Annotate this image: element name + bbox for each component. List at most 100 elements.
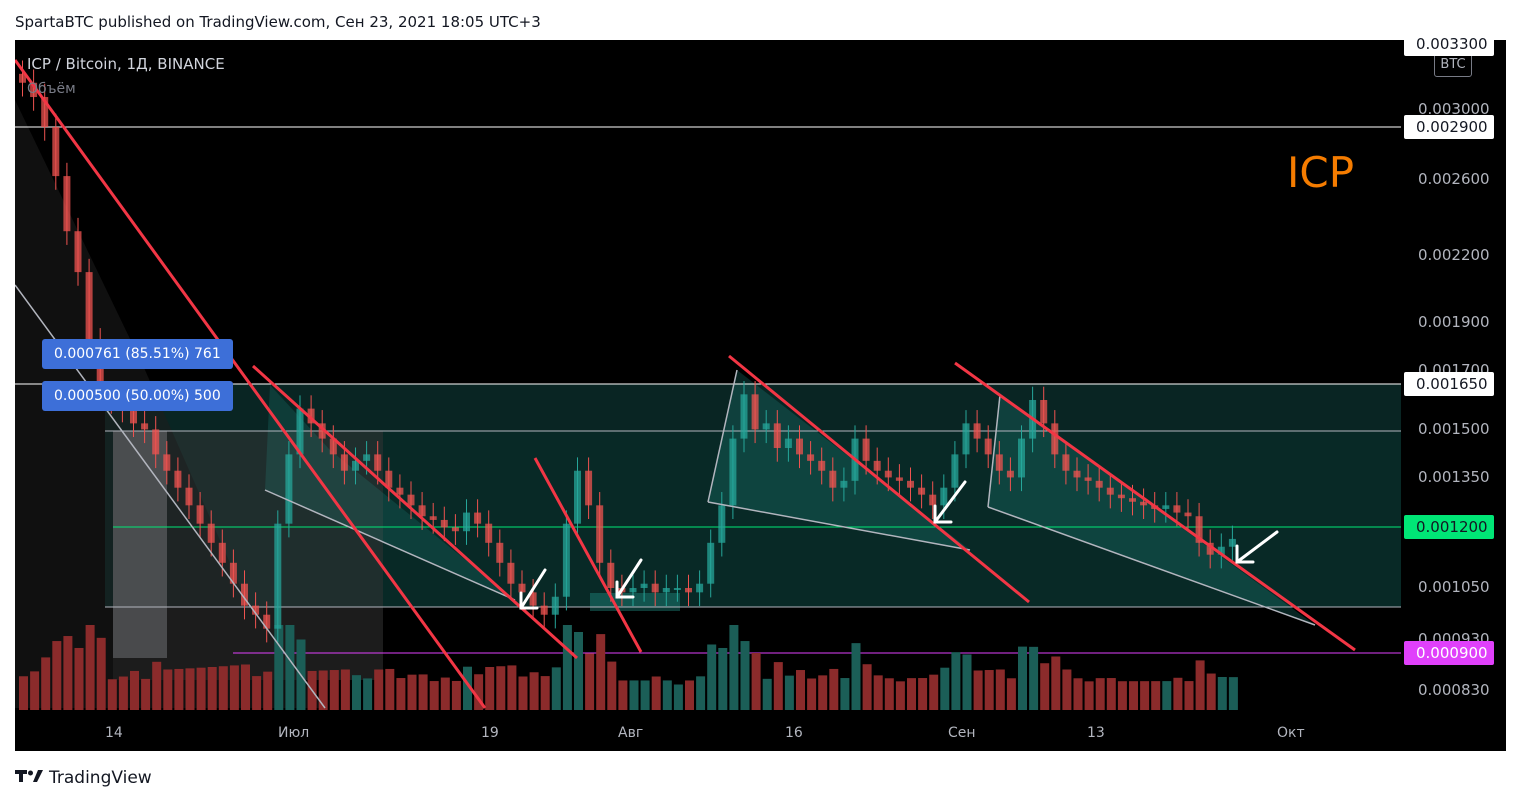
trendline-main[interactable]: [15, 59, 487, 709]
date-label: 14: [105, 725, 123, 741]
candle-body: [829, 470, 837, 488]
volume-bar: [218, 666, 228, 710]
candle-body: [962, 423, 970, 455]
volume-bar: [85, 625, 95, 710]
volume-bar: [318, 670, 328, 710]
candle-body: [529, 592, 537, 606]
trendline-aug[interactable]: [728, 354, 1030, 604]
volume-bar: [929, 674, 939, 710]
currency-badge[interactable]: BTC: [1434, 53, 1472, 77]
candle-body: [518, 583, 526, 593]
candle-body: [352, 460, 359, 471]
volume-bar: [1084, 681, 1094, 710]
volume-bar: [485, 667, 495, 710]
candle-body: [263, 614, 271, 629]
volume-bar: [1217, 677, 1227, 710]
volume-bar: [141, 678, 151, 710]
price-label: 0.001050: [1418, 578, 1490, 596]
descending-wedge-1: [15, 100, 325, 708]
candle-body: [840, 480, 848, 488]
volume-bar: [807, 678, 817, 710]
volume-bar: [862, 664, 872, 710]
volume-bar: [1040, 663, 1050, 710]
volume-bar: [229, 665, 239, 710]
volume-bar: [285, 625, 295, 710]
candle-body: [340, 454, 348, 471]
candle-body: [285, 454, 293, 524]
date-label: Сен: [948, 725, 976, 741]
volume-bar: [629, 680, 639, 710]
candle-body: [607, 562, 615, 589]
trendline-sep[interactable]: [954, 361, 1356, 652]
volume-bar: [973, 670, 983, 710]
volume-bars: [19, 625, 1238, 710]
volume-bar: [1151, 681, 1161, 710]
volume-bar: [673, 684, 683, 710]
chart-canvas[interactable]: [15, 40, 1506, 751]
volume-bar: [851, 643, 861, 710]
volume-bar: [118, 676, 128, 710]
volume-bar: [551, 667, 561, 710]
trendline-jul-short[interactable]: [533, 457, 643, 653]
candle-body: [318, 423, 326, 439]
volume-bar: [762, 678, 772, 710]
volume-bar: [962, 654, 972, 710]
candle-body: [1040, 400, 1048, 424]
volume-bar: [873, 675, 883, 710]
volume-bar: [696, 676, 706, 710]
volume-bar: [1173, 677, 1183, 710]
volume-label[interactable]: Объём: [27, 81, 76, 97]
candle-body: [274, 523, 282, 629]
volume-bar: [74, 647, 84, 710]
volume-bar: [1129, 681, 1138, 710]
published-text: SpartaBTC published on TradingView.com, …: [15, 13, 541, 31]
price-tag-0012: 0.001200: [1404, 515, 1494, 539]
volume-bar: [1184, 681, 1194, 710]
chart-area[interactable]: ICP / Bitcoin, 1Д, BINANCE Объём BTC ICP…: [15, 32, 1506, 751]
candle-body: [673, 588, 681, 591]
volume-bar: [818, 675, 828, 710]
fib-badge-upper[interactable]: 0.000761 (85.51%) 761: [42, 339, 233, 369]
volume-bar: [895, 681, 905, 710]
candle-body: [141, 423, 149, 430]
volume-bar: [1162, 681, 1172, 710]
date-label: Июл: [278, 725, 310, 741]
volume-bar: [185, 668, 195, 710]
candle-body: [429, 516, 437, 520]
candle-body: [52, 127, 60, 177]
candle-body: [1206, 542, 1214, 555]
volume-bar: [1206, 673, 1216, 710]
volume-bar: [718, 647, 728, 710]
volume-bar: [829, 668, 839, 710]
volume-bar: [429, 681, 439, 710]
price-label: 0.002200: [1418, 246, 1490, 264]
candle-body: [174, 470, 182, 488]
volume-bar: [52, 641, 62, 710]
symbol-title[interactable]: ICP / Bitcoin, 1Д, BINANCE: [27, 55, 225, 73]
candle-body: [207, 523, 215, 543]
volume-bar: [263, 671, 273, 710]
price-label: 0.001350: [1418, 468, 1490, 486]
price-label: 0.003000: [1418, 100, 1490, 118]
candle-body: [385, 470, 393, 488]
candle-body: [1117, 494, 1125, 499]
volume-bar: [407, 674, 417, 710]
candle-body: [374, 454, 382, 471]
candle-body: [19, 73, 26, 83]
volume-bar: [840, 678, 850, 710]
volume-bar: [984, 670, 994, 710]
candle-body: [41, 97, 49, 127]
candle-body: [629, 588, 637, 593]
candle-body: [1217, 546, 1225, 555]
volume-bar: [374, 669, 384, 710]
candle-body: [685, 588, 692, 593]
candle-body: [773, 423, 781, 448]
candle-body: [218, 542, 226, 563]
fib-badge-lower[interactable]: 0.000500 (50.00%) 500: [42, 381, 233, 411]
arrow-icon: [615, 558, 643, 599]
candle-body: [807, 454, 815, 461]
candle-body: [929, 494, 937, 506]
candle-body: [1006, 470, 1014, 478]
volume-bar: [207, 667, 217, 710]
volume-bar: [729, 625, 739, 710]
